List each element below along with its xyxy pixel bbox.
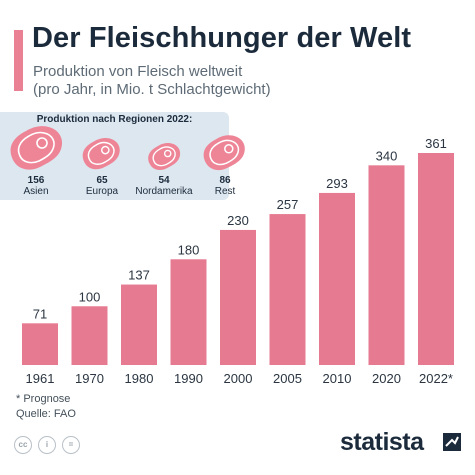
- data-label: 293: [326, 176, 348, 191]
- region-name-nordamerika: Nordamerika: [135, 186, 193, 197]
- data-label: 100: [79, 289, 101, 304]
- data-label: 340: [376, 148, 398, 163]
- x-tick-label: 2005: [273, 371, 302, 386]
- bar-2000: [220, 229, 256, 365]
- region-name-europa: Europa: [85, 186, 119, 197]
- bar-2005: [269, 214, 306, 365]
- steak-icon: [82, 137, 120, 170]
- bar-1990: [170, 259, 207, 365]
- x-tick-label: 1961: [26, 371, 55, 386]
- page-subtitle: Produktion von Fleisch weltweit (pro Jah…: [33, 63, 271, 98]
- steak-icon: [10, 126, 63, 170]
- data-label: 137: [128, 268, 150, 283]
- data-label: 257: [277, 197, 299, 212]
- region-name-rest: Rest: [214, 186, 236, 197]
- steak-icon: [203, 135, 245, 171]
- by-icon[interactable]: i: [38, 436, 56, 454]
- bar-1970: [71, 306, 108, 365]
- data-label: 230: [227, 213, 249, 228]
- region-value-rest: 86: [219, 175, 231, 186]
- bar-2022*: [418, 153, 454, 365]
- steak-icon: [148, 143, 181, 171]
- source-line: Quelle: FAO: [16, 408, 76, 420]
- cc-icon[interactable]: cc: [14, 436, 32, 454]
- x-tick-label: 1980: [125, 371, 154, 386]
- regions-title: Produktion nach Regionen 2022:: [36, 114, 193, 125]
- x-tick-label: 2022*: [419, 371, 453, 386]
- x-tick-label: 2010: [323, 371, 352, 386]
- bar-1961: [22, 323, 58, 365]
- page-title: Der Fleischhunger der Welt: [32, 22, 412, 54]
- bar-2020: [368, 165, 405, 365]
- data-label: 180: [178, 242, 200, 257]
- x-tick-label: 2020: [372, 371, 401, 386]
- x-tick-label: 1970: [75, 371, 104, 386]
- footnote: * Prognose: [16, 393, 71, 405]
- region-value-asien: 156: [27, 175, 45, 186]
- data-label: 71: [33, 306, 47, 321]
- data-label: 361: [425, 136, 447, 151]
- region-name-asien: Asien: [23, 186, 49, 197]
- bar-1980: [121, 284, 157, 365]
- x-tick-label: 1990: [174, 371, 203, 386]
- bars-layer: 71 1961 100 1970 137 1980 180 1990 230 2000 257 200…: [22, 136, 454, 386]
- region-value-nordamerika: 54: [158, 175, 170, 186]
- x-tick-label: 2000: [224, 371, 253, 386]
- region-value-europa: 65: [96, 175, 108, 186]
- nd-icon[interactable]: =: [62, 436, 80, 454]
- title-accent-bar: [14, 30, 23, 91]
- statista-logo-mark: [443, 433, 461, 451]
- statista-logo[interactable]: statista: [340, 428, 424, 456]
- bar-2010: [319, 192, 355, 365]
